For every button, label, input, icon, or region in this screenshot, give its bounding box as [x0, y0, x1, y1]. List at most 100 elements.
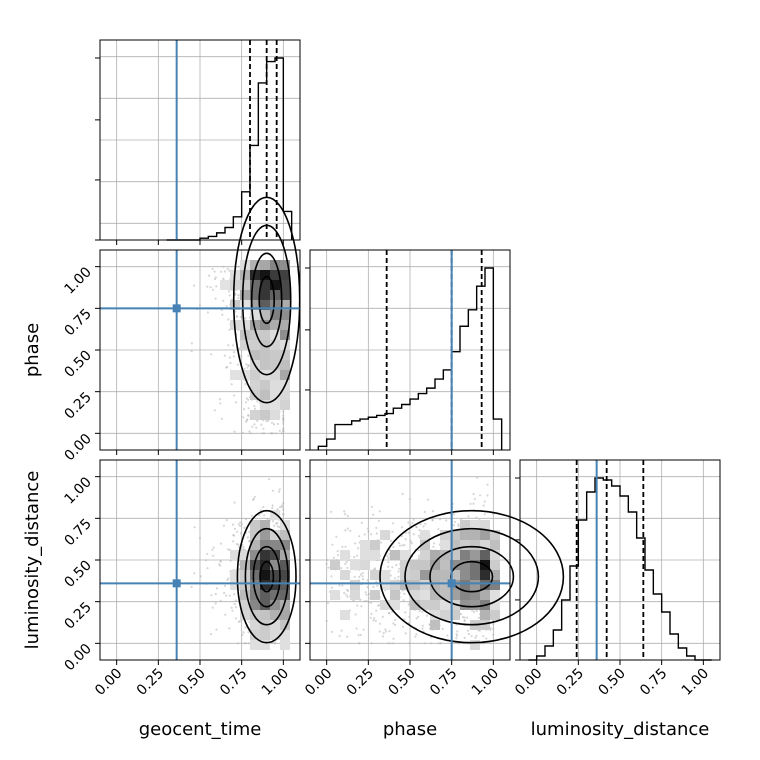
density-cell	[260, 310, 270, 320]
scatter-point	[228, 356, 232, 359]
density-cells	[330, 520, 500, 650]
density-cell	[270, 600, 280, 610]
x-tick-label-1: 0.25	[344, 666, 377, 699]
contour-line-0	[236, 509, 297, 644]
scatter-point	[392, 522, 395, 525]
scatter-point	[404, 611, 407, 614]
scatter-point	[234, 617, 237, 620]
scatter-point	[234, 293, 237, 296]
density-cell	[260, 270, 270, 280]
scatter-point	[391, 530, 394, 533]
density-cell	[280, 530, 290, 540]
scatter-point	[492, 512, 495, 516]
truth-marker	[447, 579, 456, 588]
density-cell	[250, 390, 260, 400]
density-cell	[270, 560, 280, 570]
scatter-point	[242, 631, 245, 634]
scatter-point	[385, 630, 388, 633]
scatter-point	[397, 542, 401, 545]
density-cell	[440, 590, 450, 600]
scatter-point	[244, 420, 248, 423]
y-tick-label-2: 0.50	[61, 558, 94, 591]
density-cell	[260, 600, 270, 610]
scatter-point	[404, 538, 407, 541]
scatter-point	[375, 532, 378, 535]
scatter-point	[247, 414, 250, 417]
density-cell	[260, 570, 270, 580]
scatter-point	[213, 409, 216, 412]
scatter-point	[332, 556, 335, 560]
scatter-point	[243, 367, 246, 370]
scatter-point	[250, 514, 254, 517]
x-tick-label-0: 0.00	[302, 666, 335, 699]
density-cell	[270, 620, 280, 630]
scatter-point	[414, 635, 417, 638]
density-cell	[460, 520, 470, 530]
density-cell	[480, 620, 490, 630]
density-cell	[350, 580, 360, 590]
scatter-panel-geocent-time-vs-phase: 0.000.250.500.751.00	[61, 196, 301, 464]
density-cell	[420, 560, 430, 570]
scatter-point	[325, 562, 328, 565]
scatter-point	[482, 504, 485, 507]
y-tick-label-3: 0.75	[61, 306, 94, 339]
scatter-point	[421, 610, 424, 614]
density-cell	[390, 600, 400, 610]
density-cell	[260, 340, 270, 350]
density-cell	[250, 290, 260, 300]
x-axis-label-luminosity-distance: luminosity_distance	[531, 719, 710, 740]
scatter-point	[346, 527, 349, 530]
scatter-point	[370, 505, 373, 508]
density-cell	[340, 550, 350, 560]
scatter-point	[483, 513, 486, 516]
scatter-point	[269, 432, 272, 435]
scatter-point	[234, 401, 238, 404]
density-cell	[250, 540, 260, 550]
scatter-point	[263, 514, 266, 517]
scatter-point	[357, 634, 360, 637]
density-cell	[280, 400, 290, 410]
scatter-point	[325, 619, 328, 623]
scatter-point	[409, 540, 413, 543]
scatter-panel-phase-vs-luminosity-distance: 0.00 0.25 0.50 0.75 1.00	[302, 459, 565, 699]
scatter-point	[457, 525, 460, 528]
scatter-point	[271, 421, 274, 424]
density-cell	[280, 610, 290, 620]
scatter-point	[236, 642, 239, 645]
scatter-point	[457, 523, 460, 526]
scatter-point	[430, 642, 433, 645]
density-cell	[250, 310, 260, 320]
scatter-point	[375, 580, 378, 583]
scatter-point	[253, 495, 256, 498]
density-cell	[490, 590, 500, 600]
density-cell	[470, 640, 480, 650]
scatter-point	[262, 427, 265, 430]
scatter-point	[353, 575, 356, 578]
density-cell	[380, 530, 390, 540]
scatter-point	[231, 609, 234, 612]
scatter-point	[229, 559, 232, 562]
density-cell	[450, 530, 460, 540]
scatter-point	[358, 535, 361, 538]
density-cell	[410, 570, 420, 580]
x-tick-label-0: 0.00	[92, 666, 125, 699]
density-cell	[410, 590, 420, 600]
scatter-point	[389, 574, 392, 577]
scatter-point	[370, 601, 373, 604]
density-cell	[280, 640, 290, 650]
scatter-point	[244, 317, 247, 320]
scatter-point	[330, 510, 333, 513]
scatter-point	[228, 328, 231, 331]
density-cell	[220, 280, 230, 290]
scatter-point	[445, 519, 448, 522]
scatter-point	[219, 270, 223, 273]
density-cell	[260, 610, 270, 620]
scatter-point	[276, 508, 279, 511]
scatter-point	[389, 642, 392, 645]
scatter-point	[367, 530, 370, 533]
scatter-point	[370, 533, 373, 536]
scatter-point	[278, 490, 281, 493]
density-cell	[380, 570, 390, 580]
density-cell	[460, 580, 470, 590]
density-cell	[250, 520, 260, 530]
